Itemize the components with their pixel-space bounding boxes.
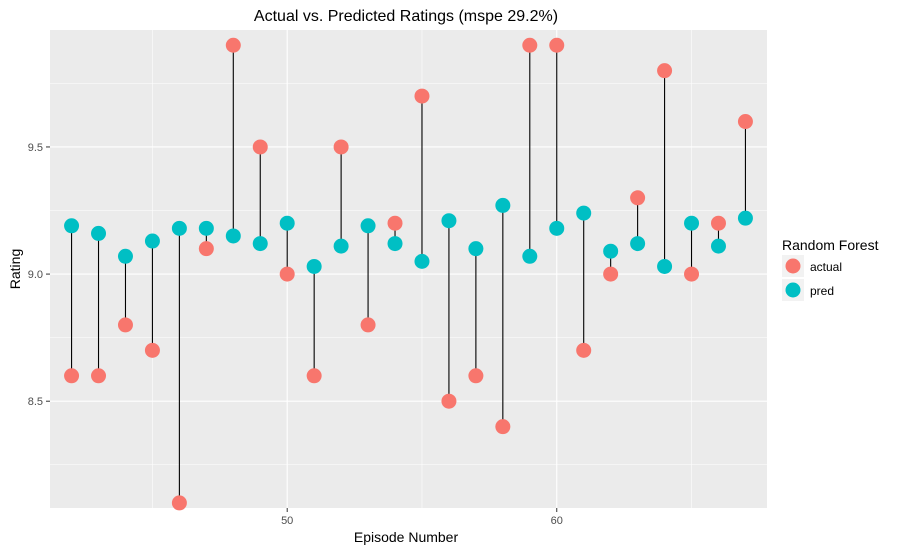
- pred-point: [91, 225, 107, 241]
- actual-point: [279, 266, 295, 282]
- points: [64, 37, 753, 511]
- pred-point: [441, 213, 457, 229]
- actual-point: [306, 368, 322, 384]
- legend-title: Random Forest: [782, 237, 879, 253]
- actual-point: [360, 317, 376, 333]
- actual-point: [737, 114, 753, 130]
- pred-point: [684, 215, 700, 231]
- actual-point: [225, 37, 241, 53]
- plot-panel: [50, 30, 767, 508]
- actual-point: [684, 266, 700, 282]
- actual-point: [252, 139, 268, 155]
- pred-point: [710, 238, 726, 254]
- actual-point: [144, 342, 160, 358]
- pred-point: [495, 197, 511, 213]
- actual-point: [522, 37, 538, 53]
- legend-label-actual: actual: [810, 260, 842, 274]
- pred-point: [171, 220, 187, 236]
- pred-point: [333, 238, 349, 254]
- y-axis-ticks: 8.5 9.0 9.5: [28, 142, 50, 408]
- actual-point: [414, 88, 430, 104]
- pred-point: [225, 228, 241, 244]
- pred-point: [576, 205, 592, 221]
- legend-marker-actual: [785, 258, 801, 274]
- y-axis-title: Rating: [7, 249, 23, 289]
- pred-point: [64, 218, 80, 234]
- x-tick-label: 60: [551, 515, 563, 527]
- x-axis-ticks: 50 60: [281, 508, 563, 527]
- pred-point: [306, 258, 322, 274]
- legend-label-pred: pred: [810, 284, 834, 298]
- actual-point: [468, 368, 484, 384]
- actual-point: [495, 419, 511, 435]
- actual-point: [333, 139, 349, 155]
- actual-point: [576, 342, 592, 358]
- x-tick-label: 50: [281, 515, 293, 527]
- actual-point: [657, 63, 673, 79]
- legend-marker-pred: [785, 282, 801, 298]
- pred-point: [144, 233, 160, 249]
- legend: Random Forest actual pred: [782, 237, 879, 301]
- pred-point: [279, 215, 295, 231]
- actual-point: [387, 215, 403, 231]
- y-tick-label: 9.5: [28, 142, 43, 154]
- pred-point: [549, 220, 565, 236]
- pred-point: [522, 248, 538, 264]
- x-axis-title: Episode Number: [354, 529, 459, 545]
- actual-point: [710, 215, 726, 231]
- pred-point: [737, 210, 753, 226]
- actual-point: [91, 368, 107, 384]
- pred-point: [414, 253, 430, 269]
- pred-point: [630, 236, 646, 252]
- pred-point: [387, 236, 403, 252]
- pred-point: [657, 258, 673, 274]
- actual-point: [630, 190, 646, 206]
- pred-point: [468, 241, 484, 257]
- actual-point: [198, 241, 214, 257]
- y-tick-label: 8.5: [28, 396, 43, 408]
- actual-point: [441, 393, 457, 409]
- actual-point: [171, 495, 187, 511]
- actual-point: [549, 37, 565, 53]
- pred-point: [117, 248, 133, 264]
- actual-point: [64, 368, 80, 384]
- segments: [71, 45, 746, 503]
- actual-point: [117, 317, 133, 333]
- pred-point: [198, 220, 214, 236]
- y-tick-label: 9.0: [28, 269, 43, 281]
- pred-point: [603, 243, 619, 259]
- actual-point: [603, 266, 619, 282]
- pred-point: [360, 218, 376, 234]
- pred-point: [252, 236, 268, 252]
- chart-title: Actual vs. Predicted Ratings (mspe 29.2%…: [254, 8, 558, 25]
